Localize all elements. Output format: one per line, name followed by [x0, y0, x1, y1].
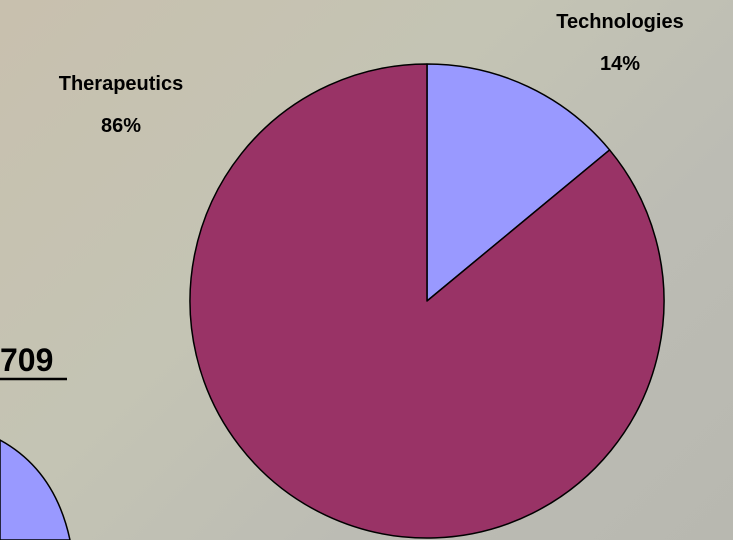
data-label-therapeutics-percent: 86%: [101, 115, 141, 137]
data-label-technologies-percent: 14%: [600, 53, 640, 75]
data-label-therapeutics-name: Therapeutics: [59, 73, 183, 95]
pie-slice-therapeutics: [189, 63, 665, 539]
pie-slices: [189, 63, 665, 539]
cropped-pie-fragment: [0, 439, 71, 540]
cropped-left-content: 709: [0, 342, 71, 540]
data-label-technologies-name: Technologies: [556, 11, 683, 33]
cropped-heading-text: 709: [0, 342, 53, 378]
pie-slice-technologies: [426, 63, 611, 302]
